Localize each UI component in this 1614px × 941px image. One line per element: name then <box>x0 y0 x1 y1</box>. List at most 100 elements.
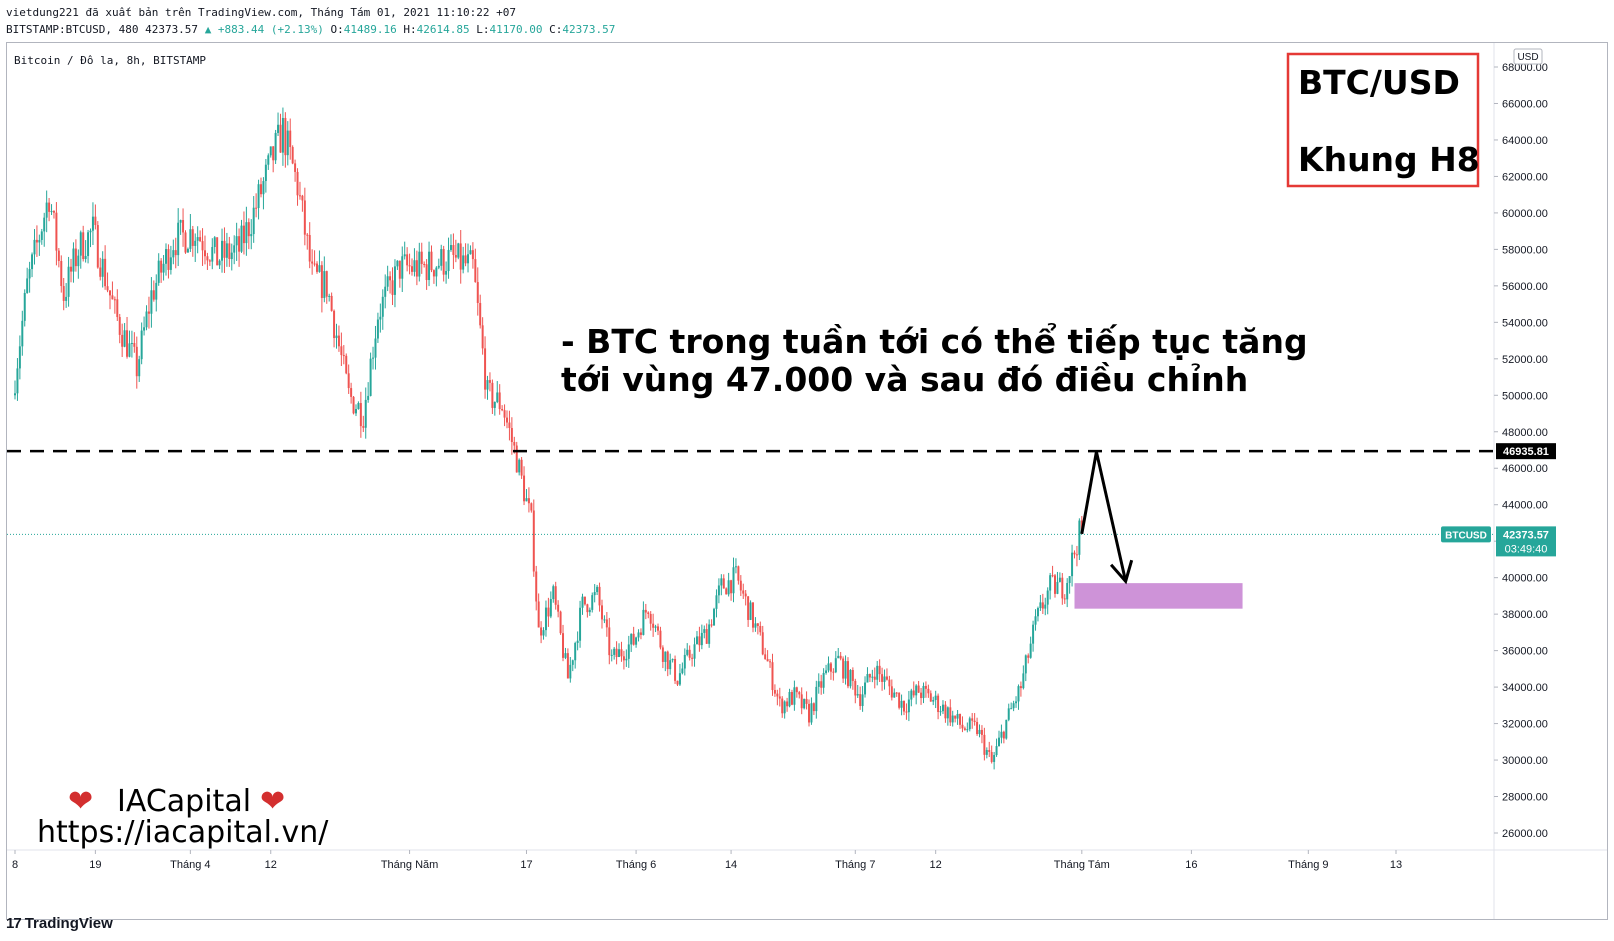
symbol-prefix: BITSTAMP:BTCUSD, 480 42373.57 <box>6 23 199 36</box>
candle <box>639 628 642 640</box>
candle <box>91 202 94 245</box>
candle-body <box>571 660 574 665</box>
candle-body <box>418 251 421 277</box>
candle-body <box>35 239 38 243</box>
candle <box>554 581 557 610</box>
candle-body <box>873 676 876 680</box>
candle-body <box>211 247 214 262</box>
candle <box>583 596 586 606</box>
candle-body <box>1019 686 1022 689</box>
candle <box>581 593 584 615</box>
price-tick-label: 40000.00 <box>1502 573 1548 585</box>
candle <box>48 198 51 222</box>
candle <box>520 457 523 479</box>
candle <box>683 648 686 676</box>
candle-body <box>815 686 818 712</box>
candle <box>476 267 479 316</box>
tradingview-brand[interactable]: 17 TradingView <box>6 915 113 932</box>
candles <box>14 107 1083 770</box>
candle <box>333 309 336 348</box>
candle <box>622 650 625 670</box>
candle-body <box>269 146 272 156</box>
candle <box>773 684 776 697</box>
candle-body <box>842 658 845 679</box>
candle <box>1041 593 1044 614</box>
candle-body <box>846 661 849 687</box>
candle-body <box>259 184 262 195</box>
candle <box>951 710 954 727</box>
candle <box>179 219 182 235</box>
symbol-label: BTCUSD <box>1445 530 1487 541</box>
candle <box>754 617 757 632</box>
candle-body <box>764 654 767 660</box>
candle <box>257 179 260 220</box>
candle-body <box>910 690 913 700</box>
candle-body <box>301 195 304 201</box>
candle <box>150 277 153 328</box>
candle <box>700 624 703 650</box>
candle <box>980 725 983 744</box>
candle <box>890 679 893 701</box>
candle <box>216 237 219 266</box>
candle-body <box>715 595 718 609</box>
candle <box>452 233 455 269</box>
candle <box>703 625 706 639</box>
candle <box>630 633 633 652</box>
candle-body <box>769 661 772 663</box>
candle-body <box>138 359 141 377</box>
candle <box>600 599 603 629</box>
candle-body <box>817 681 820 687</box>
candle <box>374 325 377 370</box>
candle <box>201 228 204 266</box>
candle-body <box>498 392 501 410</box>
candle-body <box>284 117 287 156</box>
candle <box>861 686 864 712</box>
candle <box>428 241 431 287</box>
watermark-name: IACapital <box>117 784 251 819</box>
candle <box>1056 571 1059 595</box>
candle <box>832 668 835 681</box>
candle-body <box>384 286 387 297</box>
candle <box>535 565 538 611</box>
candle-body <box>481 325 484 349</box>
candle-body <box>888 679 891 687</box>
candle <box>1000 724 1003 744</box>
candle-body <box>160 260 163 273</box>
candle <box>627 635 630 668</box>
candle <box>82 225 85 262</box>
candle <box>647 611 650 619</box>
candle-body <box>932 699 935 702</box>
candle <box>888 675 891 696</box>
candle <box>18 335 21 380</box>
candle-body <box>985 750 988 755</box>
candle-body <box>808 703 811 723</box>
candle <box>389 271 392 294</box>
chart-frame[interactable] <box>6 42 1608 920</box>
candle-body <box>238 236 241 252</box>
candle-body <box>316 263 319 272</box>
time-tick-label: 8 <box>12 859 18 871</box>
candle <box>971 713 974 729</box>
candle <box>900 694 903 716</box>
candle-body <box>837 655 840 659</box>
candle <box>678 663 681 686</box>
candle <box>1039 594 1042 611</box>
candle-body <box>471 250 474 260</box>
candle <box>62 277 65 311</box>
candle <box>625 649 628 667</box>
candle <box>920 687 923 705</box>
candle-body <box>683 654 686 669</box>
candle <box>235 222 238 261</box>
candle-body <box>440 249 443 266</box>
candle <box>944 701 947 723</box>
candle-body <box>143 327 146 331</box>
time-tick-label: 16 <box>1185 859 1197 871</box>
candle <box>411 258 414 276</box>
candle-body <box>747 596 750 620</box>
target-zone <box>1074 583 1243 609</box>
candle-body <box>669 660 672 670</box>
candle <box>732 557 735 603</box>
candle <box>284 112 287 168</box>
candle-body <box>990 751 993 762</box>
